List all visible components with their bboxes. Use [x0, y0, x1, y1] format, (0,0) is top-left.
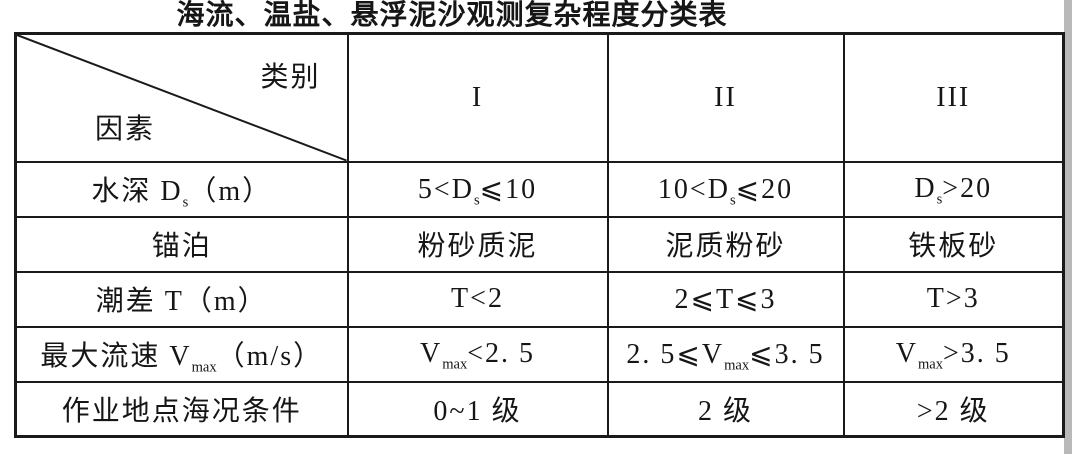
cell-text: 2⩽T⩽3	[674, 284, 777, 315]
column-header-3: III	[842, 32, 1065, 163]
table-row-anchorage: 锚泊 粉砂质泥 泥质粉砂 铁板砂	[14, 215, 1065, 273]
table-cell: 2 级	[606, 380, 845, 438]
table-cell: 0~1 级	[346, 380, 609, 438]
cell-text: 0~1 级	[433, 395, 522, 427]
cell-text: D	[914, 173, 937, 204]
table-cell: 10<Ds⩽20	[606, 160, 845, 218]
cell-text: V	[419, 338, 443, 369]
cell-text: ⩽10	[479, 174, 538, 205]
table-cell: Ds>20	[842, 160, 1065, 218]
row-label-anchorage: 锚泊	[14, 215, 349, 273]
cell-text: >2 级	[916, 395, 990, 427]
cell-text: ⩽20	[735, 174, 794, 205]
cell-text: 潮差 T（m）	[95, 286, 268, 317]
column-header-2: II	[606, 32, 845, 163]
cell-text: >20	[942, 173, 993, 204]
cell-text: 10<D	[657, 174, 730, 205]
table-cell: 2. 5⩽Vmax⩽3. 5	[606, 325, 845, 383]
cell-text: 泥质粉砂	[665, 231, 786, 262]
table-row-max-velocity: 最大流速 Vmax（m/s） Vmax<2. 5 2. 5⩽Vmax⩽3. 5 …	[14, 325, 1065, 383]
cell-text: 作业地点海况条件	[61, 395, 302, 427]
table-row-water-depth: 水深 Ds（m） 5<Ds⩽10 10<Ds⩽20 Ds>20	[14, 160, 1065, 218]
corner-label-factor: 因素	[95, 113, 156, 145]
table-cell: 2⩽T⩽3	[606, 270, 845, 328]
cell-text: >3. 5	[942, 338, 1011, 369]
cell-subscript: max	[917, 356, 943, 373]
table-cell: T<2	[346, 270, 609, 328]
cell-subscript: s	[729, 192, 736, 209]
cell-text: 2. 5⩽V	[626, 339, 725, 370]
table-cell: >2 级	[842, 380, 1065, 438]
cell-text: ⩽3. 5	[749, 339, 825, 370]
table-cell: 5<Ds⩽10	[346, 160, 609, 218]
cell-text: 2 级	[697, 395, 753, 427]
table-row-tidal-range: 潮差 T（m） T<2 2⩽T⩽3 T>3	[14, 270, 1065, 328]
cell-subscript: s	[182, 194, 189, 211]
cell-text: 水深 D	[91, 176, 183, 207]
cell-subscript: max	[724, 357, 750, 374]
corner-label-category: 类别	[260, 62, 321, 93]
cell-text: 铁板砂	[908, 231, 999, 262]
table-cell: T>3	[842, 270, 1065, 328]
table-cell: Vmax<2. 5	[346, 325, 609, 383]
column-header-1: I	[346, 32, 609, 163]
cell-text: T<2	[451, 283, 504, 314]
cell-subscript: s	[936, 191, 943, 208]
cell-text: （m/s）	[216, 341, 324, 372]
table-cell: 泥质粉砂	[606, 215, 845, 273]
table-row-sea-state: 作业地点海况条件 0~1 级 2 级 >2 级	[14, 380, 1065, 438]
cell-text: 锚泊	[151, 231, 212, 262]
cell-text: T>3	[926, 283, 980, 314]
diagonal-line	[17, 35, 347, 161]
header-row: 类别 因素 I II III	[14, 32, 1065, 163]
classification-table: 类别 因素 I II III 水深 Ds（m） 5<Ds⩽10 10<Ds⩽20…	[14, 32, 1065, 438]
corner-cell: 类别 因素	[14, 32, 349, 163]
row-label-water-depth: 水深 Ds（m）	[14, 160, 349, 218]
page-title: 海流、温盐、悬浮泥沙观测复杂程度分类表	[176, 0, 728, 31]
row-label-tidal-range: 潮差 T（m）	[14, 270, 349, 328]
cell-subscript: max	[191, 359, 217, 376]
cell-text: 5<D	[417, 174, 474, 205]
cell-text: V	[895, 338, 918, 369]
cell-text: 最大流速 V	[40, 341, 192, 372]
cell-subscript: max	[442, 356, 468, 373]
table-cell: 铁板砂	[842, 215, 1065, 273]
cell-text: （m）	[188, 176, 273, 207]
cell-subscript: s	[473, 192, 480, 209]
table-cell: 粉砂质泥	[346, 215, 609, 273]
cell-text: 粉砂质泥	[417, 231, 538, 262]
cell-text: <2. 5	[467, 338, 536, 369]
row-label-sea-state: 作业地点海况条件	[14, 380, 349, 438]
table-cell: Vmax>3. 5	[842, 325, 1065, 383]
scan-edge-strip	[1064, 0, 1072, 454]
row-label-max-velocity: 最大流速 Vmax（m/s）	[14, 325, 349, 383]
